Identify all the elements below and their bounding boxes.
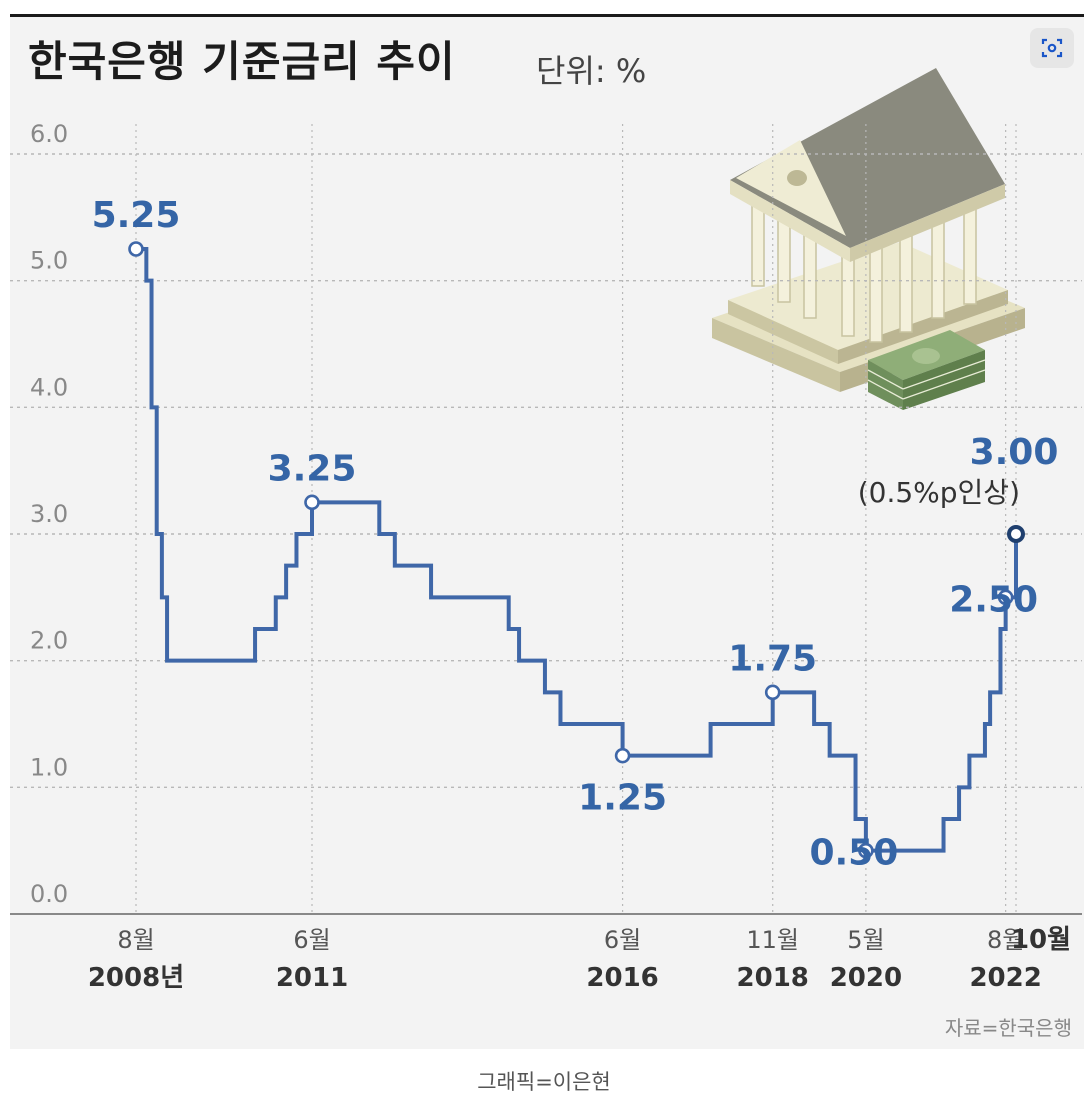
unit-label: 단위: % bbox=[536, 52, 647, 90]
data-label: 0.50 bbox=[809, 833, 898, 874]
data-label: 2.50 bbox=[949, 579, 1038, 620]
y-tick-label: 3.0 bbox=[30, 500, 68, 528]
x-tick-month: 6월 bbox=[604, 926, 641, 954]
x-tick-month: 10월 bbox=[1011, 925, 1071, 955]
x-tick-year: 2016 bbox=[586, 963, 658, 993]
bank-building-illustration bbox=[712, 68, 1025, 410]
x-tick-year: 2011 bbox=[276, 963, 348, 993]
data-sub-label: (0.5%p인상) bbox=[858, 476, 1020, 509]
data-point-marker bbox=[1007, 525, 1025, 543]
x-tick-year: 2020 bbox=[830, 963, 902, 993]
graphic-credit: 그래픽=이은현 bbox=[477, 1070, 611, 1094]
y-tick-label: 6.0 bbox=[30, 120, 68, 148]
data-label: 3.00 bbox=[970, 432, 1059, 473]
y-tick-label: 1.0 bbox=[30, 753, 68, 781]
x-tick-month: 5월 bbox=[847, 926, 884, 954]
y-tick-label: 5.0 bbox=[30, 247, 68, 275]
y-tick-label: 4.0 bbox=[30, 373, 68, 401]
data-point-marker bbox=[128, 241, 144, 257]
data-point-marker bbox=[997, 589, 1014, 606]
data-label: 5.25 bbox=[92, 195, 181, 236]
rate-step-line bbox=[136, 247, 1018, 853]
data-point-marker bbox=[858, 842, 874, 859]
chart-title: 한국은행 기준금리 추이 bbox=[28, 37, 456, 86]
lens-icon bbox=[1041, 38, 1063, 58]
source-note: 자료=한국은행 bbox=[944, 1016, 1072, 1040]
x-tick-month: 8월 bbox=[117, 926, 154, 954]
x-tick-month: 8월 bbox=[987, 926, 1024, 954]
x-tick-year: 2018 bbox=[737, 963, 809, 993]
data-point-marker bbox=[764, 684, 781, 701]
x-tick-month: 11월 bbox=[746, 926, 799, 954]
x-tick-year: 2022 bbox=[969, 963, 1041, 993]
data-point-marker bbox=[304, 494, 320, 511]
data-label: 1.25 bbox=[578, 778, 667, 819]
data-label: 3.25 bbox=[268, 448, 357, 489]
y-tick-label: 2.0 bbox=[30, 627, 68, 655]
data-point-marker bbox=[614, 747, 631, 764]
money-stack-illustration bbox=[867, 330, 986, 410]
y-tick-label: 0.0 bbox=[30, 880, 68, 908]
x-tick-month: 6월 bbox=[293, 926, 330, 954]
x-tick-year: 2008년 bbox=[88, 963, 184, 993]
lens-button[interactable] bbox=[1030, 28, 1074, 68]
data-label: 1.75 bbox=[728, 638, 817, 679]
